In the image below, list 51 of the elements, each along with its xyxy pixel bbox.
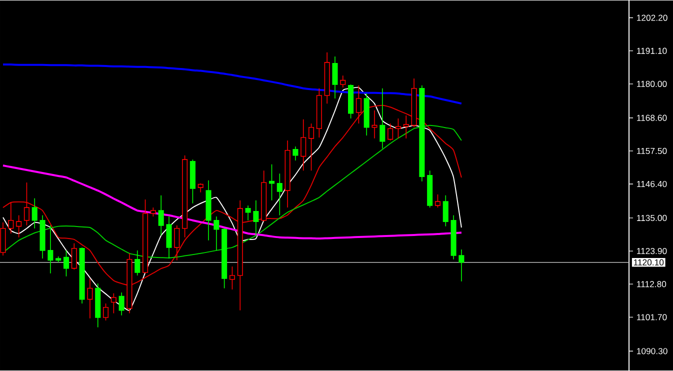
candlestick <box>63 250 70 277</box>
candlestick <box>110 292 116 314</box>
line-series <box>2 64 462 105</box>
candlestick <box>276 173 282 216</box>
candlestick <box>292 146 298 161</box>
y-tick-label: 1180.00 <box>637 80 667 87</box>
y-tick-label: 1157.50 <box>637 148 667 154</box>
candlestick <box>174 225 180 261</box>
candlestick <box>372 110 378 139</box>
candlestick <box>16 214 22 238</box>
y-tick-label: 1146.40 <box>637 180 667 188</box>
candlestick <box>308 123 314 171</box>
y-tick-label: 1112.80 <box>637 281 666 288</box>
candlestick <box>102 303 109 321</box>
candlestick <box>332 56 338 99</box>
y-tick-label: 1123.90 <box>637 248 667 254</box>
candlestick <box>32 198 38 229</box>
candlestick <box>434 194 441 208</box>
candlestick <box>71 242 77 270</box>
candlestick <box>229 266 235 290</box>
line-series <box>2 104 462 286</box>
candlestick <box>87 278 93 319</box>
y-tick-label: 1090.30 <box>637 348 668 354</box>
y-tick-label: 1168.60 <box>637 114 667 121</box>
candlestick <box>24 182 30 226</box>
line-series <box>2 86 462 311</box>
candlestick <box>395 118 401 139</box>
candlestick <box>380 88 386 149</box>
candlestick <box>118 292 124 316</box>
candlestick <box>158 194 164 236</box>
candlestick <box>300 118 306 171</box>
candlestick <box>340 75 346 88</box>
candlestick <box>48 225 54 274</box>
candlestick <box>458 249 464 282</box>
candlestick <box>403 115 409 139</box>
line-series <box>2 164 462 240</box>
candlestick <box>388 123 394 141</box>
candlestick <box>8 202 14 234</box>
candlestick <box>442 194 448 227</box>
ref-line-label: 1120.10 <box>634 259 664 266</box>
y-tick-label: 1191.10 <box>637 48 667 54</box>
candlestick <box>166 216 172 259</box>
y-tick-label: 1135.00 <box>637 214 667 222</box>
y-tick-label: 1101.70 <box>637 314 667 320</box>
candlestick <box>245 205 251 221</box>
y-tick-label: 1202.20 <box>637 14 668 21</box>
candlestick <box>268 164 275 201</box>
candlestick <box>356 84 362 124</box>
candlestick <box>253 200 259 236</box>
candlestick <box>134 250 140 276</box>
candlestick <box>214 216 220 251</box>
